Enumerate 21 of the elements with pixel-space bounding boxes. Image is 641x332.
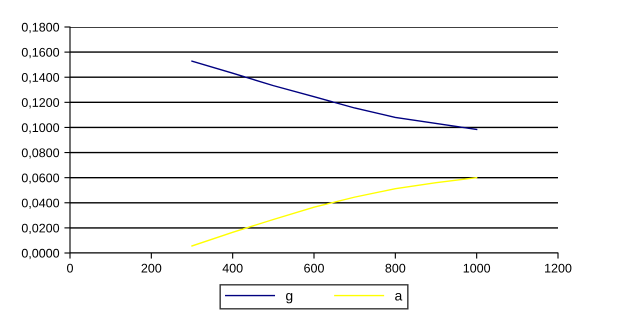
x-tick-label: 800 <box>385 264 406 273</box>
y-tick-label: 0,1600 <box>22 48 60 58</box>
legend-label: g <box>286 292 292 304</box>
x-tick-label: 0 <box>67 264 73 273</box>
legend-label: a <box>395 292 402 301</box>
y-tick-label: 0,0200 <box>22 224 60 234</box>
x-tick-label: 200 <box>142 264 162 273</box>
y-tick-label: 0,1800 <box>22 22 60 34</box>
x-tick-label: 1000 <box>464 264 490 273</box>
x-tick-label: 400 <box>222 264 243 273</box>
y-tick-label: 0,1200 <box>22 98 60 108</box>
y-tick-label: 0,1000 <box>22 123 60 134</box>
line-series <box>191 60 478 130</box>
y-tick-label: 0,0000 <box>22 248 60 260</box>
y-tick-label: 0,1400 <box>22 73 60 84</box>
x-tick-label: 600 <box>304 264 324 273</box>
line-series <box>191 176 478 247</box>
y-tick-label: 0,0600 <box>22 173 60 184</box>
y-tick-label: 0,0400 <box>22 198 60 209</box>
x-tick-label: 1200 <box>545 264 572 273</box>
y-tick-label: 0,0800 <box>22 148 60 159</box>
